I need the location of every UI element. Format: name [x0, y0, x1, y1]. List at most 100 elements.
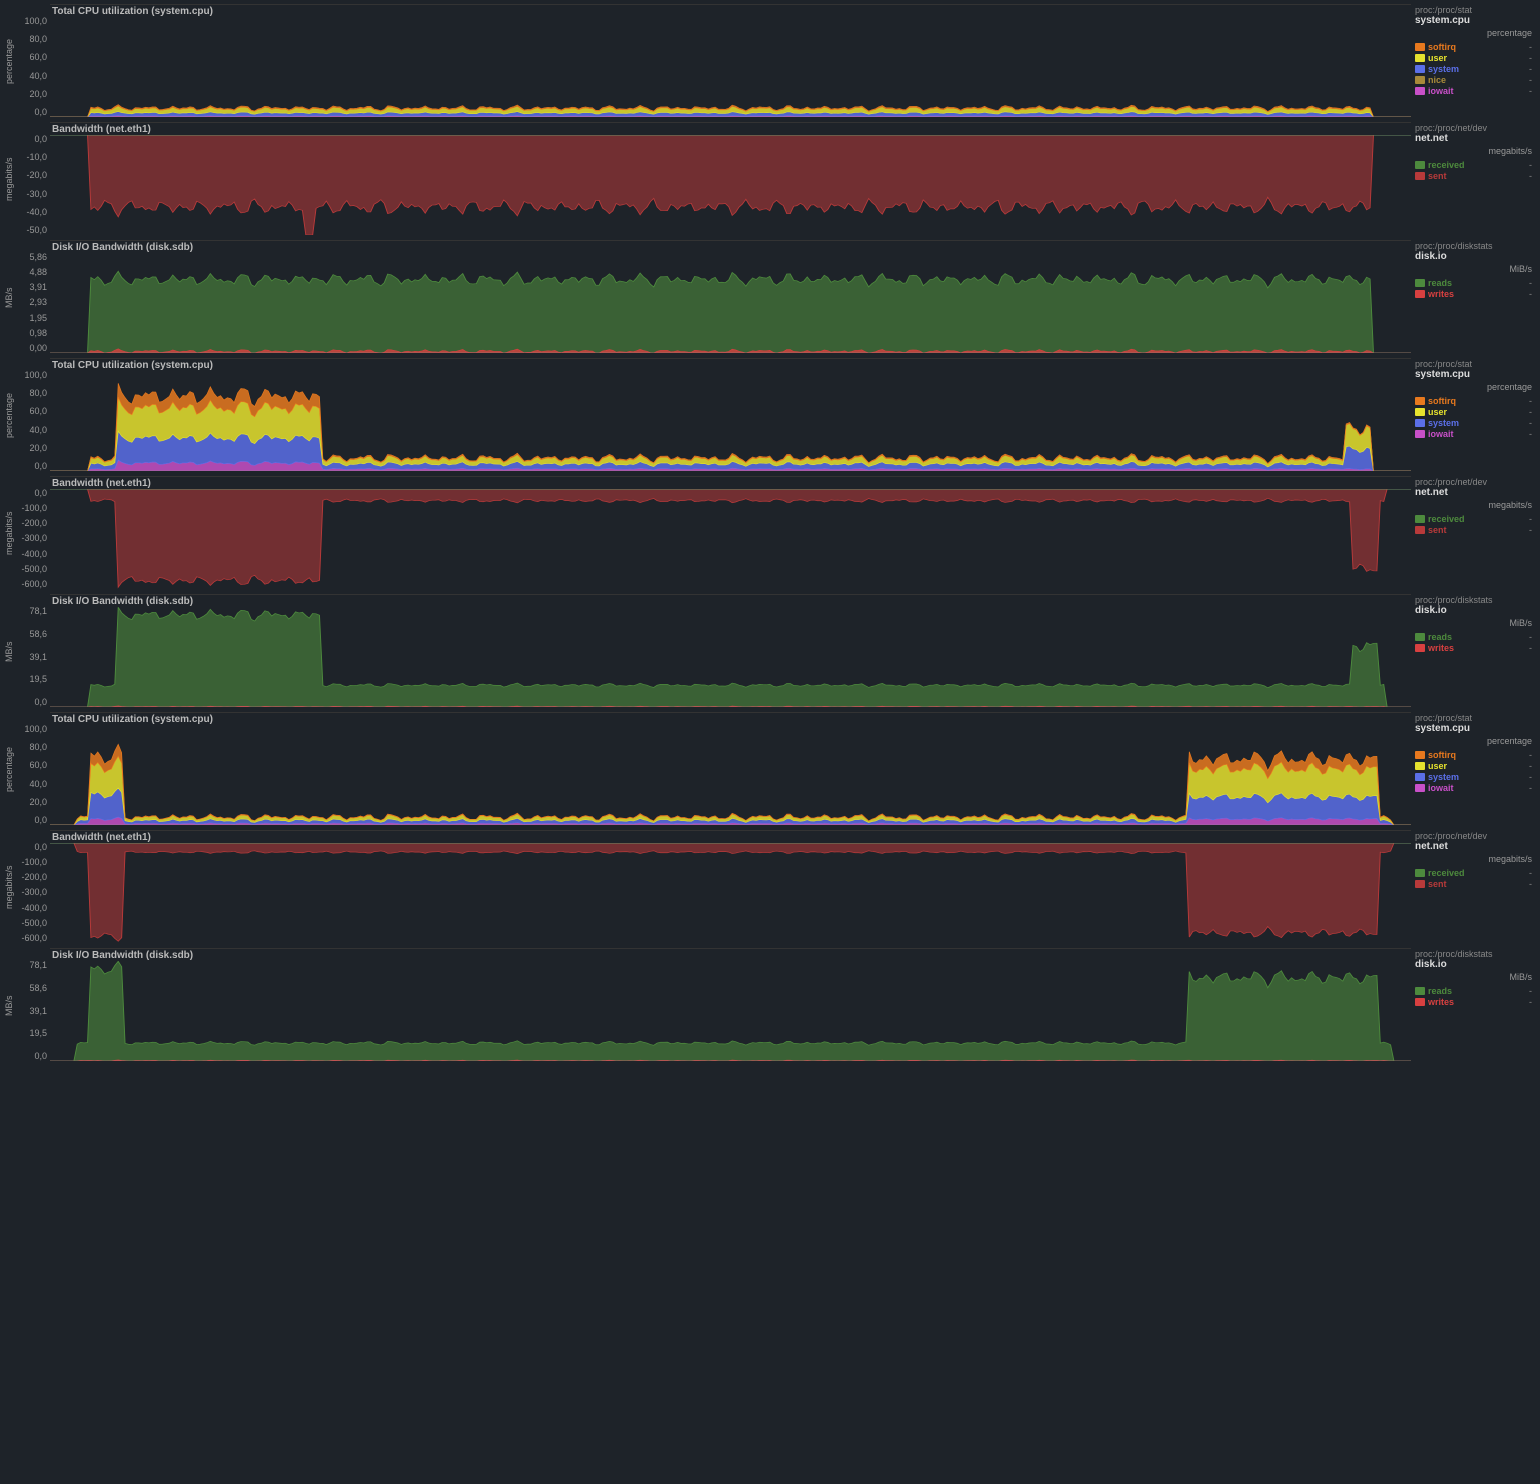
chart-cpu1[interactable]: percentage100,080,060,040,020,00,0Total …	[4, 4, 1536, 119]
legend-source: proc:/proc/stat	[1415, 713, 1532, 723]
y-tick: 78,1	[18, 960, 47, 970]
y-tick: 19,5	[18, 1028, 47, 1038]
legend-context: net.net	[1415, 487, 1532, 498]
chart-title: Disk I/O Bandwidth (disk.sdb)	[52, 596, 193, 607]
legend-item-softirq[interactable]: softirq -	[1415, 750, 1532, 760]
y-tick: -300,0	[18, 533, 47, 543]
chart-disk3[interactable]: MB/s78,158,639,119,50,0Disk I/O Bandwidt…	[4, 948, 1536, 1063]
y-tick: -100,0	[18, 503, 47, 513]
y-tick: 19,5	[18, 674, 47, 684]
legend-series-name: received	[1428, 514, 1465, 524]
plot-area[interactable]: Total CPU utilization (system.cpu)	[50, 358, 1411, 473]
legend-item-nice[interactable]: nice -	[1415, 75, 1532, 85]
y-tick: -100,0	[18, 857, 47, 867]
legend-item-softirq[interactable]: softirq -	[1415, 396, 1532, 406]
legend: proc:/proc/stat system.cpu percentage so…	[1411, 358, 1536, 473]
legend-item-reads[interactable]: reads -	[1415, 278, 1532, 288]
plot-area[interactable]: Bandwidth (net.eth1)	[50, 476, 1411, 591]
legend-series-value: -	[1529, 761, 1532, 771]
legend-series-name: softirq	[1428, 42, 1456, 52]
y-tick: 60,0	[18, 406, 47, 416]
y-tick: 0,0	[18, 134, 47, 144]
chart-disk2[interactable]: MB/s78,158,639,119,50,0Disk I/O Bandwidt…	[4, 594, 1536, 709]
legend-item-sent[interactable]: sent -	[1415, 171, 1532, 181]
legend-item-writes[interactable]: writes -	[1415, 289, 1532, 299]
plot-area[interactable]: Bandwidth (net.eth1)	[50, 830, 1411, 945]
plot-area[interactable]: Bandwidth (net.eth1)	[50, 122, 1411, 237]
chart-disk1[interactable]: MB/s5,864,883,912,931,950,980,00Disk I/O…	[4, 240, 1536, 355]
legend-item-system[interactable]: system -	[1415, 772, 1532, 782]
chart-title: Total CPU utilization (system.cpu)	[52, 360, 213, 371]
legend-series-name: user	[1428, 53, 1447, 63]
y-tick: -200,0	[18, 518, 47, 528]
legend: proc:/proc/net/dev net.net megabits/s re…	[1411, 122, 1536, 237]
plot-area[interactable]: Disk I/O Bandwidth (disk.sdb)	[50, 594, 1411, 709]
legend-swatch-icon	[1415, 515, 1425, 523]
legend-series-value: -	[1529, 64, 1532, 74]
chart-title: Bandwidth (net.eth1)	[52, 478, 151, 489]
y-tick: 80,0	[18, 742, 47, 752]
legend-swatch-icon	[1415, 397, 1425, 405]
chart-net3[interactable]: megabits/s0,0-100,0-200,0-300,0-400,0-50…	[4, 830, 1536, 945]
legend-item-received[interactable]: received -	[1415, 160, 1532, 170]
plot-area[interactable]: Total CPU utilization (system.cpu)	[50, 712, 1411, 827]
y-tick: 0,0	[18, 842, 47, 852]
legend-unit: megabits/s	[1415, 854, 1532, 864]
chart-cpu3[interactable]: percentage100,080,060,040,020,00,0Total …	[4, 712, 1536, 827]
legend-swatch-icon	[1415, 526, 1425, 534]
legend-item-sent[interactable]: sent -	[1415, 525, 1532, 535]
legend-source: proc:/proc/diskstats	[1415, 241, 1532, 251]
y-axis-label: megabits/s	[4, 476, 18, 591]
legend-context: net.net	[1415, 841, 1532, 852]
y-ticks: 100,080,060,040,020,00,0	[18, 358, 50, 473]
legend-item-sent[interactable]: sent -	[1415, 879, 1532, 889]
y-ticks: 78,158,639,119,50,0	[18, 948, 50, 1063]
chart-cpu2[interactable]: percentage 100,080,060,040,020,00,0Total …	[4, 358, 1536, 473]
legend-unit: MiB/s	[1415, 972, 1532, 982]
legend-item-writes[interactable]: writes -	[1415, 643, 1532, 653]
legend-unit: percentage	[1415, 382, 1532, 392]
legend-item-system[interactable]: system -	[1415, 64, 1532, 74]
legend-item-iowait[interactable]: iowait -	[1415, 429, 1532, 439]
legend-series-name: iowait	[1428, 783, 1454, 793]
legend-item-softirq[interactable]: softirq -	[1415, 42, 1532, 52]
y-tick: 78,1	[18, 606, 47, 616]
y-axis-label: percentage	[4, 712, 18, 827]
y-tick: 0,0	[18, 697, 47, 707]
chart-net1[interactable]: megabits/s0,0-10,0-20,0-30,0-40,0-50,0Ba…	[4, 122, 1536, 237]
y-tick: 5,86	[18, 252, 47, 262]
legend-item-received[interactable]: received -	[1415, 868, 1532, 878]
legend-item-user[interactable]: user -	[1415, 53, 1532, 63]
legend-series-name: writes	[1428, 997, 1454, 1007]
legend-series-name: sent	[1428, 171, 1447, 181]
y-tick: -400,0	[18, 549, 47, 559]
legend-item-user[interactable]: user -	[1415, 761, 1532, 771]
legend-swatch-icon	[1415, 172, 1425, 180]
legend-series-value: -	[1529, 278, 1532, 288]
chart-net2[interactable]: megabits/s0,0-100,0-200,0-300,0-400,0-50…	[4, 476, 1536, 591]
y-tick: 0,0	[18, 815, 47, 825]
legend-series-name: user	[1428, 407, 1447, 417]
legend-swatch-icon	[1415, 408, 1425, 416]
legend-item-reads[interactable]: reads -	[1415, 986, 1532, 996]
legend-source: proc:/proc/stat	[1415, 359, 1532, 369]
legend-swatch-icon	[1415, 430, 1425, 438]
plot-area[interactable]: Total CPU utilization (system.cpu)	[50, 4, 1411, 119]
legend-series-value: -	[1529, 42, 1532, 52]
legend-item-iowait[interactable]: iowait -	[1415, 783, 1532, 793]
legend-series-value: -	[1529, 160, 1532, 170]
legend-item-user[interactable]: user -	[1415, 407, 1532, 417]
plot-area[interactable]: Disk I/O Bandwidth (disk.sdb)	[50, 948, 1411, 1063]
plot-area[interactable]: Disk I/O Bandwidth (disk.sdb)	[50, 240, 1411, 355]
legend-item-writes[interactable]: writes -	[1415, 997, 1532, 1007]
y-tick: 1,95	[18, 313, 47, 323]
legend-item-iowait[interactable]: iowait -	[1415, 86, 1532, 96]
legend-series-value: -	[1529, 986, 1532, 996]
legend-item-reads[interactable]: reads -	[1415, 632, 1532, 642]
legend-item-system[interactable]: system -	[1415, 418, 1532, 428]
legend-series-value: -	[1529, 632, 1532, 642]
legend-item-received[interactable]: received -	[1415, 514, 1532, 524]
y-tick: 39,1	[18, 652, 47, 662]
legend-swatch-icon	[1415, 751, 1425, 759]
legend-context: disk.io	[1415, 959, 1532, 970]
